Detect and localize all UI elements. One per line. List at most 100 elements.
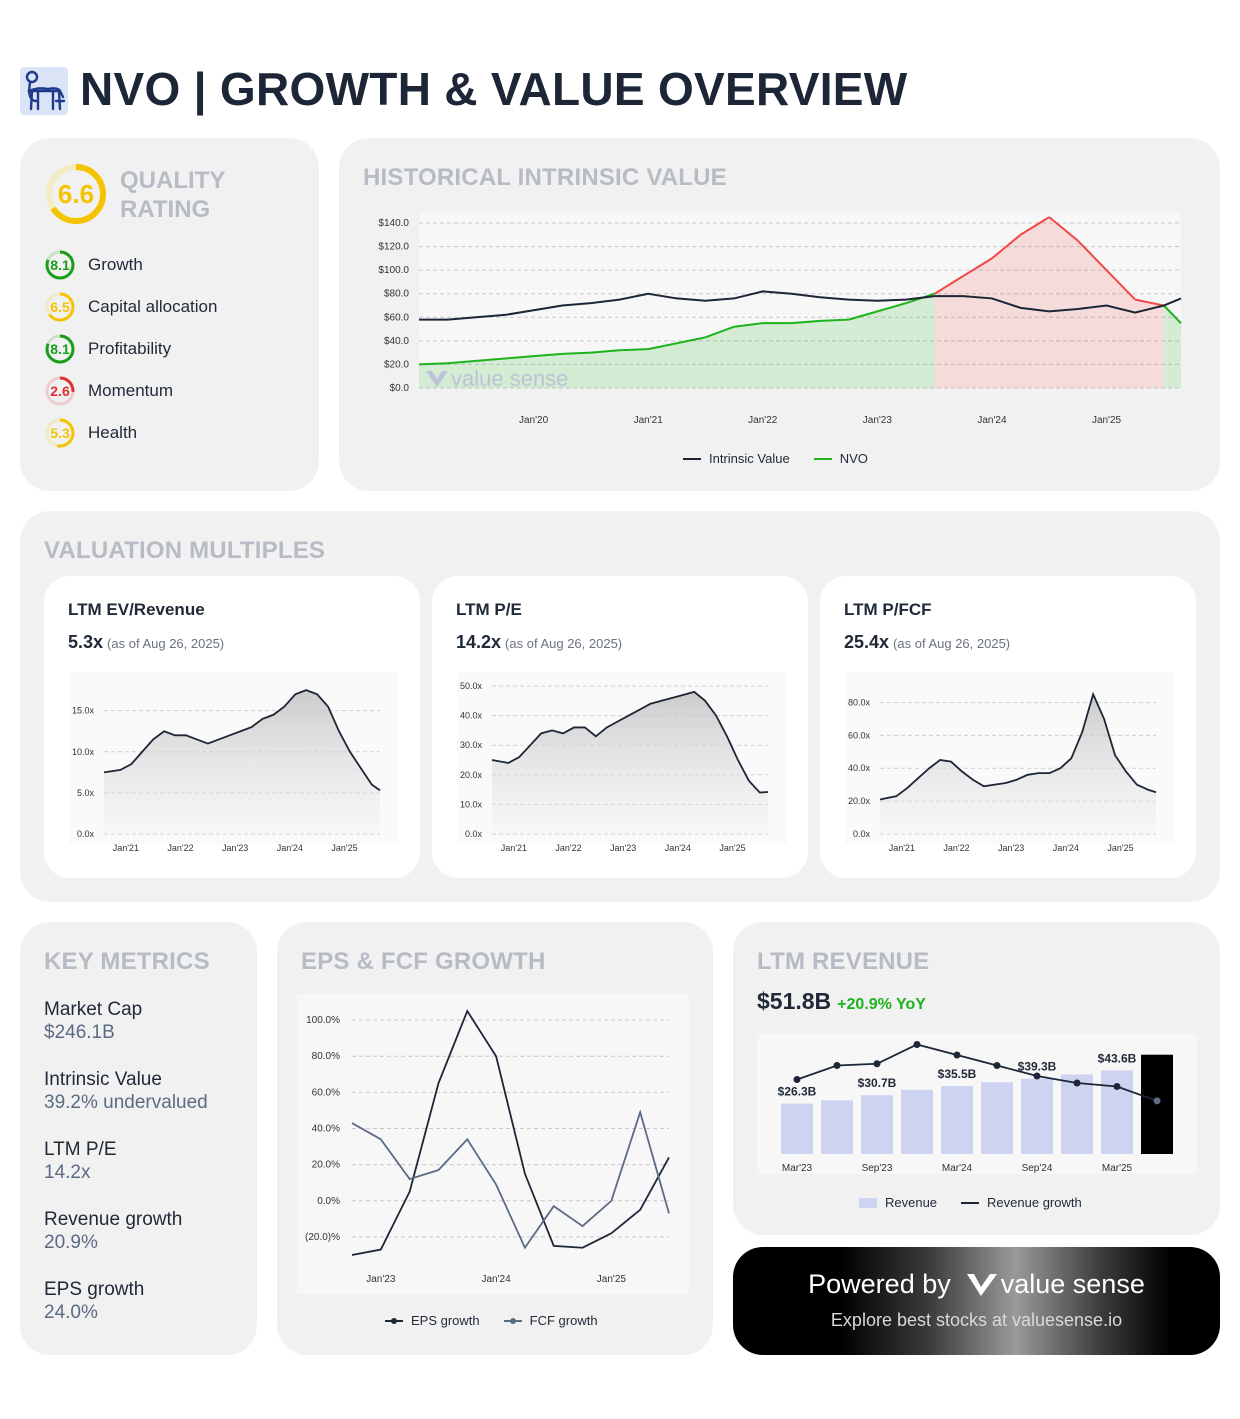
plot-area — [297, 994, 689, 1294]
y-tick-label: 10.0x — [72, 747, 95, 757]
nvo-price-line — [647, 342, 678, 351]
x-tick-label: Jan'25 — [719, 843, 745, 853]
x-tick-label: Jan'23 — [998, 843, 1024, 853]
value-sense-brand-icon — [966, 1273, 997, 1296]
key-metrics-title: KEY METRICS — [44, 948, 210, 975]
nvo-price-line — [991, 234, 1022, 260]
revenue-bar — [1021, 1078, 1053, 1154]
y-tick-label: 30.0x — [460, 740, 483, 750]
p-fcf-chart: 0.0x 20.0x 40.0x 60.0x 80.0x Jan'21 Jan'22 Jan'… — [845, 672, 1175, 853]
legend-intrinsic-value: Intrinsic Value — [683, 451, 790, 466]
area-fill — [880, 694, 1156, 834]
bar-value-label: $39.3B — [1018, 1060, 1057, 1074]
x-tick-label: Jan'24 — [1053, 843, 1079, 853]
y-tick-label: $0.0 — [390, 383, 410, 394]
shaded-segment — [590, 350, 620, 388]
legend-revenue-growth: Revenue growth — [961, 1195, 1082, 1210]
shaded-segment — [533, 353, 563, 388]
quality-item-capital-allocation: 6.5 Capital allocation — [44, 291, 217, 323]
area-fill — [492, 691, 768, 834]
x-tick-label: Jan'22 — [943, 843, 969, 853]
revenue-growth-point — [953, 1051, 961, 1059]
y-tick-label: 100.0% — [306, 1015, 340, 1026]
shaded-segment — [447, 360, 477, 388]
y-tick-label: 40.0% — [312, 1123, 340, 1134]
bar-value-label: $30.7B — [858, 1076, 897, 1090]
quality-item-label: Momentum — [88, 381, 174, 400]
y-tick-label: 15.0x — [72, 706, 95, 716]
revenue-bar — [941, 1085, 973, 1154]
x-tick-label: Jan'22 — [167, 843, 193, 853]
eps-fcf-legend: EPS growth FCF growth — [385, 1313, 598, 1328]
y-tick-label: 20.0% — [312, 1160, 340, 1171]
shaded-segment — [562, 352, 591, 388]
p-fcf-asof: (as of Aug 26, 2025) — [893, 636, 1011, 651]
shaded-segment — [619, 349, 649, 388]
nvo-price-line — [934, 275, 964, 295]
x-tick-label: Mar'24 — [942, 1163, 973, 1174]
intrinsic-value-line — [419, 290, 1182, 321]
y-tick-label: 0.0x — [465, 829, 483, 839]
legend-revenue: Revenue — [859, 1195, 937, 1210]
shaded-segment — [905, 293, 935, 388]
revenue-bar — [1101, 1070, 1133, 1154]
ltm-revenue-chart: $26.3B Mar'23 $30.7B Sep'23 $35.5B Mar'24 $39.… — [757, 1034, 1197, 1174]
nvo-price-line — [590, 349, 620, 354]
ev-revenue-number: 5.3x — [68, 632, 104, 652]
historical-legend: Intrinsic Value NVO — [683, 451, 868, 466]
ltm-revenue-legend: Revenue Revenue growth — [859, 1195, 1082, 1210]
x-tick-label: Jan'25 — [1107, 843, 1133, 853]
shaded-segment — [877, 303, 906, 388]
powered-by-subtext[interactable]: Explore best stocks at valuesense.io — [830, 1310, 1123, 1330]
x-tick-label: Jan'24 — [665, 843, 691, 853]
score-value: 6.5 — [50, 299, 70, 315]
shaded-segment — [1163, 305, 1181, 388]
nvo-price-line — [1134, 298, 1165, 307]
nvo-price-line — [733, 322, 763, 328]
key-metric-value: 39.2% undervalued — [44, 1092, 208, 1113]
p-fcf-value: 25.4x (as of Aug 26, 2025) — [844, 632, 1010, 653]
y-tick-label: 0.0x — [853, 829, 871, 839]
multiple-line — [491, 690, 769, 794]
powered-by-brand: value sense — [1000, 1269, 1145, 1299]
x-tick-label: Jan'21 — [501, 843, 527, 853]
legend-eps-growth: EPS growth — [385, 1313, 480, 1328]
quality-item-health: 5.3 Health — [44, 417, 137, 449]
legend-nvo: NVO — [813, 451, 868, 466]
x-tick-label: Jan'25 — [1092, 415, 1122, 426]
shaded-segment — [848, 311, 878, 388]
powered-by-banner[interactable]: Powered by value sense Explore best stoc… — [733, 1247, 1220, 1355]
y-tick-label: (20.0)% — [305, 1232, 340, 1243]
revenue-growth-point — [993, 1062, 1001, 1069]
x-tick-label: Sep'23 — [862, 1163, 893, 1174]
y-tick-label: 0.0% — [317, 1196, 340, 1207]
bull-logo-icon — [25, 70, 66, 111]
score-value: 8.1 — [50, 257, 70, 273]
score-ring: 6.5 — [44, 291, 76, 323]
shaded-segment — [934, 276, 964, 388]
y-tick-label: 20.0x — [460, 770, 483, 780]
key-metric-label: Intrinsic Value — [44, 1069, 162, 1090]
multiple-line — [879, 691, 1157, 801]
revenue-growth-point — [833, 1062, 841, 1069]
y-tick-label: $140.0 — [378, 218, 409, 229]
quality-item-label: Health — [88, 423, 138, 442]
y-tick-label: 10.0x — [460, 799, 483, 809]
key-metrics-card: KEY METRICS — [20, 922, 257, 1355]
quality-item-growth: 8.1 Growth — [44, 249, 143, 281]
score-ring: 5.3 — [44, 417, 76, 449]
x-tick-label: Jan'21 — [113, 843, 139, 853]
y-tick-label: 60.0x — [848, 730, 871, 740]
nvo-price-line — [705, 325, 735, 339]
ltm-revenue-headline: $51.8B +20.9% YoY — [757, 988, 926, 1015]
nvo-price-line — [533, 352, 563, 358]
area-fill — [104, 690, 380, 834]
quality-title-line2: RATING — [120, 196, 211, 223]
key-metric-label: Revenue growth — [44, 1209, 183, 1230]
x-tick-label: Jan'24 — [977, 415, 1007, 426]
historical-title: HISTORICAL INTRINSIC VALUE — [363, 164, 727, 191]
pe-asof: (as of Aug 26, 2025) — [505, 636, 623, 651]
revenue-growth-point — [793, 1076, 801, 1083]
y-tick-label: $40.0 — [384, 336, 409, 347]
fcf-growth-line — [351, 1109, 670, 1250]
